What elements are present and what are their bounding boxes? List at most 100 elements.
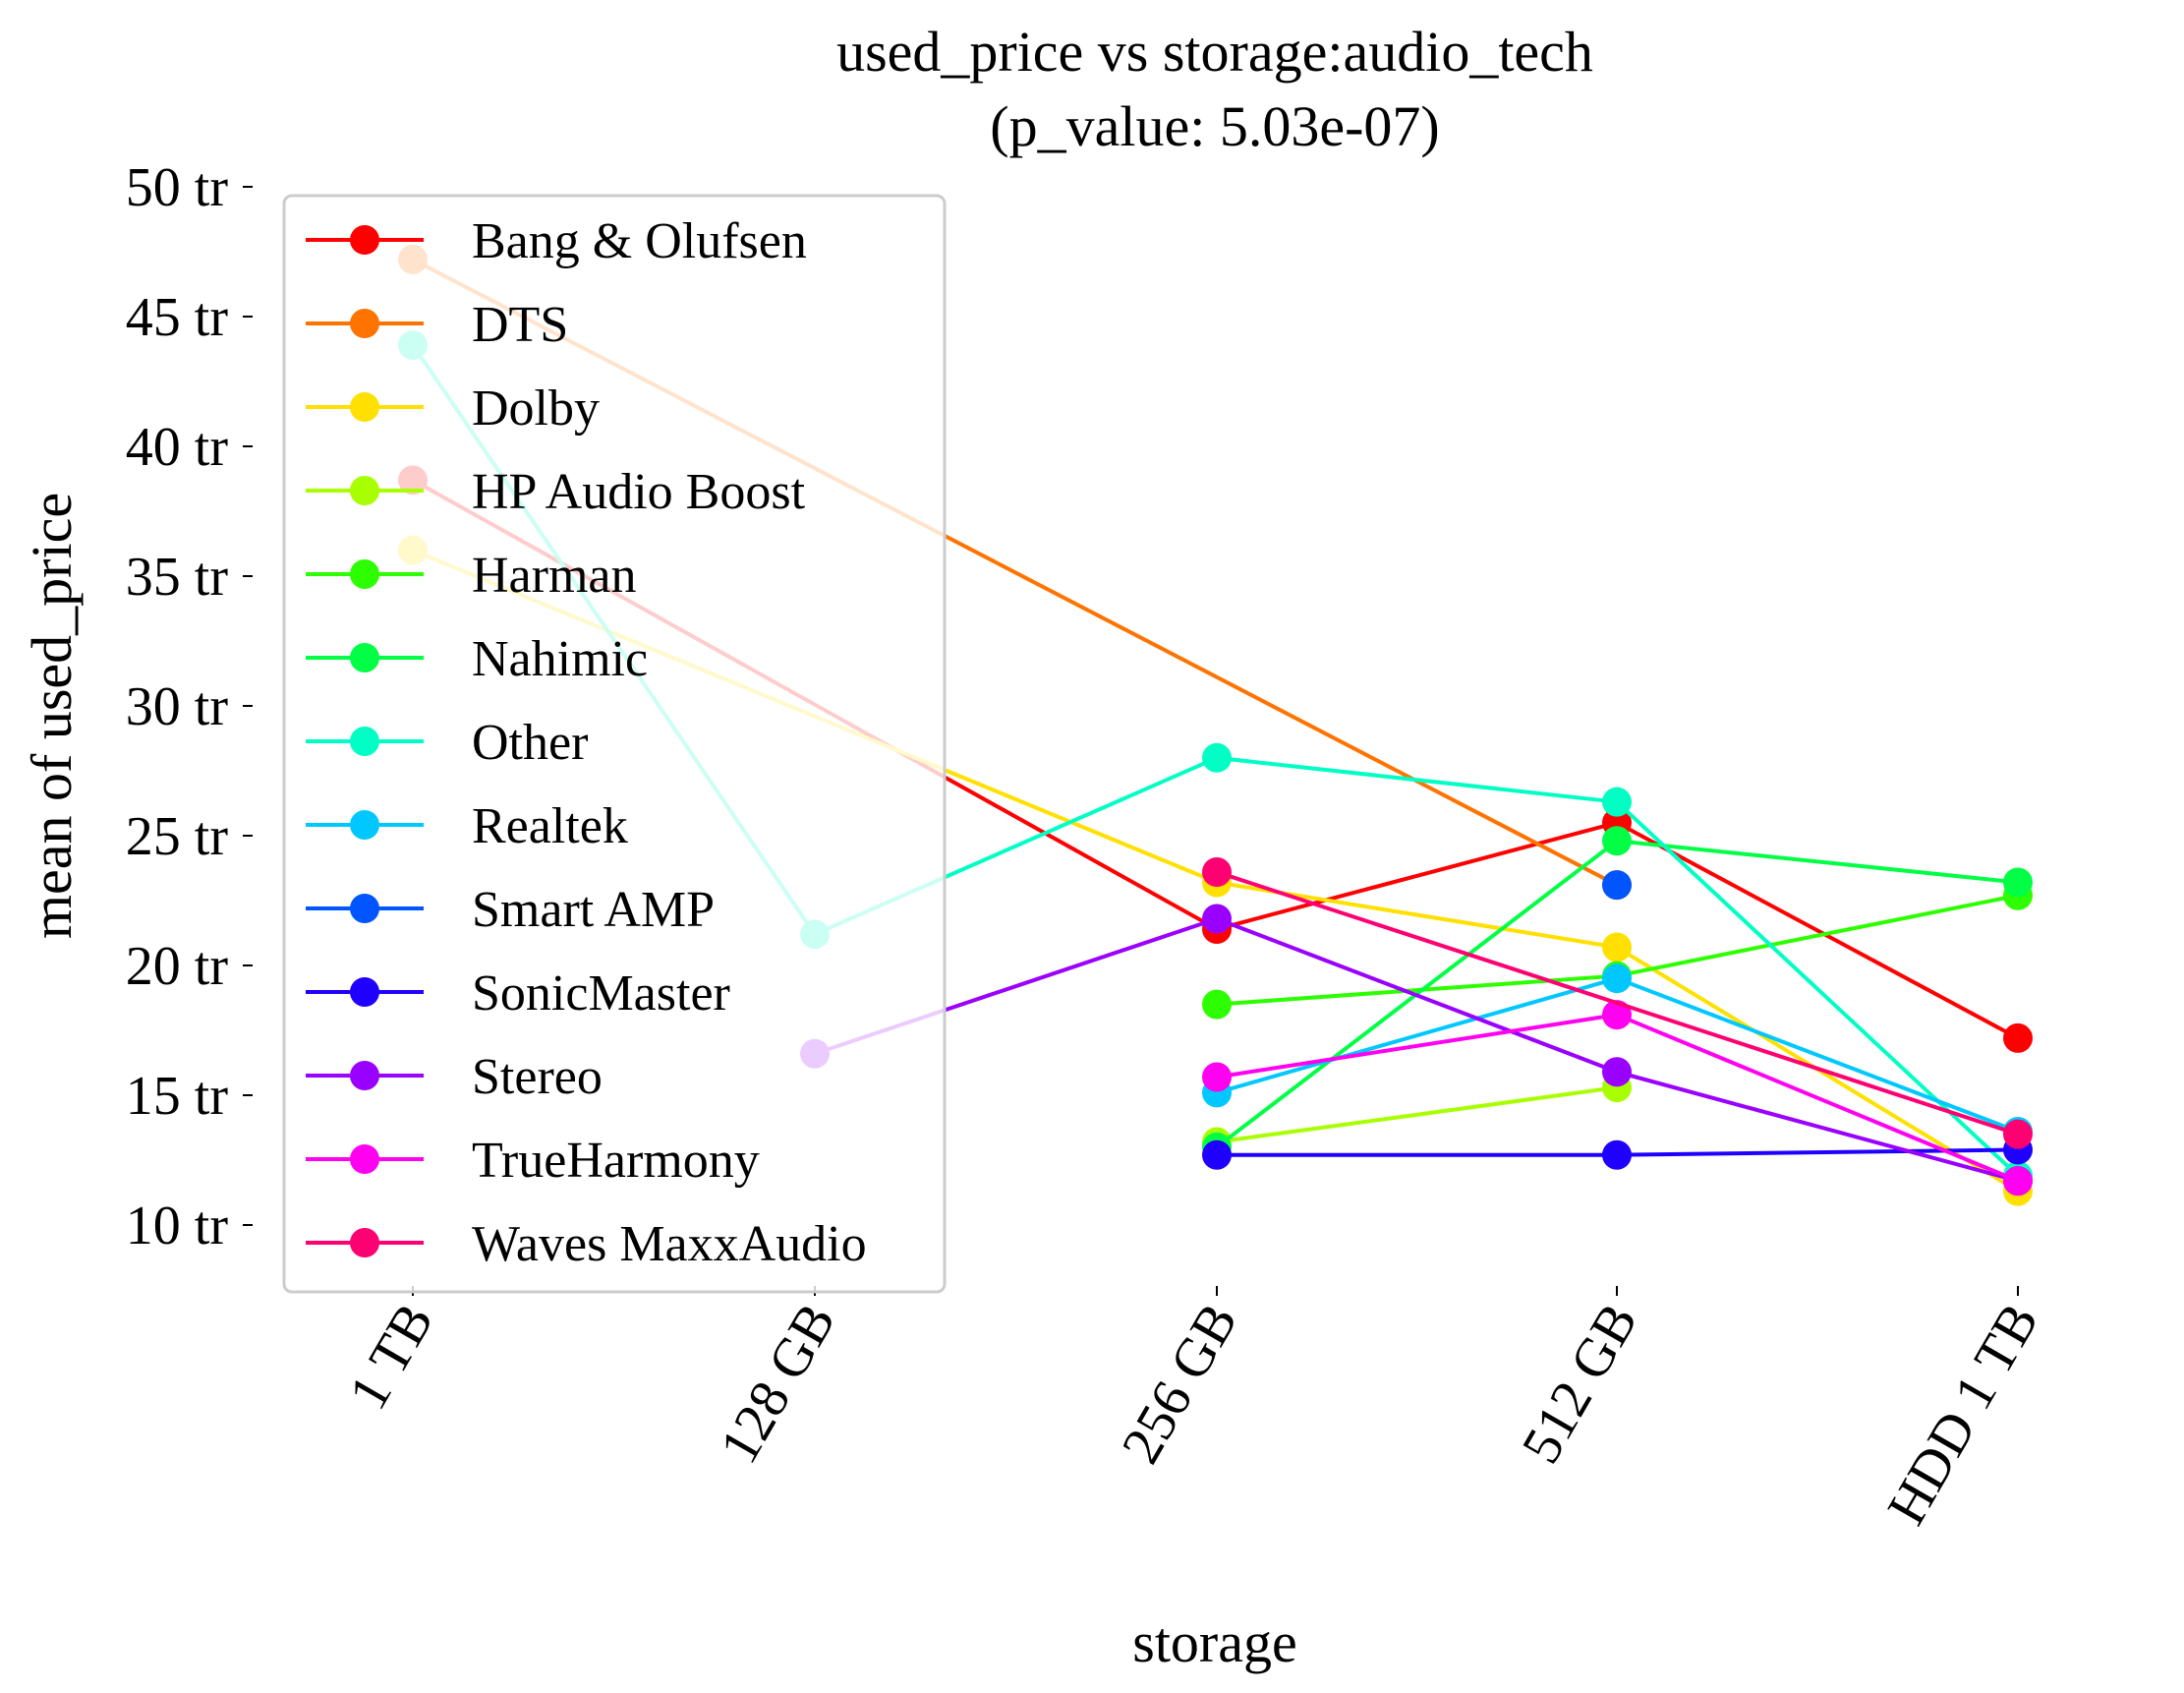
series-line [1616,976,2019,1134]
series-group [1202,1073,1632,1157]
legend-marker [350,476,379,505]
legend-label: Stereo [472,1049,603,1105]
legend-label: Other [472,715,588,771]
legend-item: HP Audio Boost [306,464,806,520]
chart-title: used_price vs storage:audio_tech [836,20,1593,84]
legend: Bang & Olufsen DTS Dolby HP Audio Boost Harm… [282,194,947,1294]
y-tick-label: 10 tr [126,1196,229,1256]
legend-marker [350,810,379,840]
series-line [1616,1013,2019,1183]
y-tick-label: 35 tr [126,547,229,608]
legend-marker [350,894,379,923]
x-tick-label: 128 GB [709,1294,848,1474]
data-point [1602,787,1632,817]
legend-label: Nahimic [472,631,648,687]
series-line [1616,1070,2019,1184]
series-group [1202,963,2033,1146]
legend-label: Waves MaxxAudio [472,1216,867,1272]
legend-marker [350,225,379,255]
y-tick-label: 30 tr [126,676,229,737]
data-point [1602,1139,1632,1170]
data-point [1602,963,1632,994]
series-line [1616,1147,2019,1157]
series-line [1615,800,2020,1178]
data-point [1602,826,1632,856]
series-line [1616,839,2019,885]
legend-item: Bang & Olufsen [306,213,807,269]
chart-subtitle: (p_value: 5.03e-07) [990,94,1439,158]
data-point [1202,742,1232,773]
series-line [1216,1085,1618,1144]
legend-marker [350,643,379,672]
data-point [1602,1057,1632,1087]
legend-label: Bang & Olufsen [472,213,807,269]
series-group [1202,856,2033,1149]
y-tick-label: 25 tr [126,806,229,867]
data-point [1202,1062,1232,1092]
series-line [1216,916,1618,1075]
x-axis-label: storage [1132,1610,1297,1674]
legend-marker [350,1061,379,1090]
x-axis: 1 TB 128 GB 256 GB 512 GB HDD 1 TB [337,1286,2050,1535]
legend-marker [350,1144,379,1174]
legend-marker [350,1228,379,1257]
series-line [1216,976,1618,1095]
data-point [1202,856,1232,887]
series-line [1616,821,2019,1040]
y-tick-label: 20 tr [126,936,229,997]
legend-label: Realtek [472,798,628,854]
legend-item: Realtek [306,798,628,854]
legend-marker [350,977,379,1007]
legend-marker [350,559,379,589]
y-tick-label: 40 tr [126,417,229,478]
data-point [2003,867,2033,898]
legend-label: Harman [472,548,636,604]
x-tick-label: HDD 1 TB [1876,1294,2051,1536]
y-tick-label: 15 tr [126,1066,229,1127]
y-axis-label: mean of used_price [20,493,84,939]
legend-label: HP Audio Boost [472,464,806,520]
x-tick-label: 1 TB [337,1294,445,1420]
series-line [1216,820,1618,931]
legend-label: Dolby [472,380,600,437]
data-point [2003,1022,2033,1053]
legend-item: Other [306,715,588,771]
legend-item: DTS [306,297,568,353]
legend-item: TrueHarmony [306,1133,760,1189]
legend-item: Stereo [306,1049,603,1105]
data-point [2003,1119,2033,1149]
legend-label: Smart AMP [472,882,715,938]
legend-item: SonicMaster [306,965,730,1022]
data-point [1202,904,1232,934]
series-line [1216,973,1618,1007]
data-point [1602,870,1632,901]
legend-item: Waves MaxxAudio [306,1216,867,1272]
data-point [1602,932,1632,963]
series-line [1216,870,2019,1137]
y-tick-label: 45 tr [126,287,229,348]
data-point [1202,989,1232,1020]
legend-item: Smart AMP [306,882,715,938]
legend-marker [350,727,379,756]
x-tick-label: 512 GB [1511,1294,1650,1474]
legend-marker [350,392,379,422]
data-point [2003,1166,2033,1197]
legend-item: Dolby [306,380,600,437]
x-tick-label: 256 GB [1111,1294,1250,1474]
series-line [1216,755,1618,804]
legend-item: Harman [306,548,636,604]
legend-label: TrueHarmony [472,1133,760,1189]
plot-series [398,244,2033,1206]
legend-item: Nahimic [306,631,648,687]
legend-marker [350,309,379,338]
legend-label: DTS [472,297,568,353]
legend-box [282,194,947,1294]
series-line [1216,1013,1618,1080]
series-group [1602,870,1632,901]
data-point [1202,1139,1232,1170]
series-line [1616,893,2019,978]
y-axis: 10 tr 15 tr 20 tr 25 tr 30 tr 35 tr 40 tr 45 tr… [126,157,253,1256]
y-tick-label: 50 tr [126,157,229,218]
